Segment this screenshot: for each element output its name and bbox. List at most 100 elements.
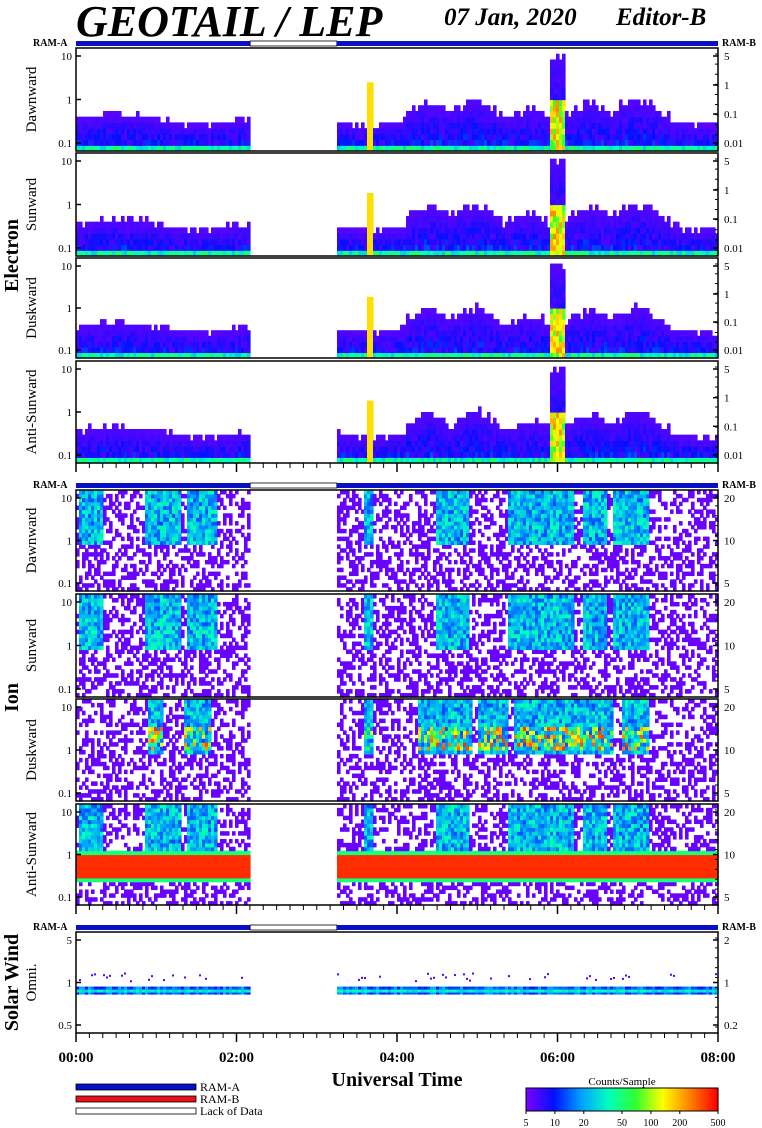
- spectrogram-cell: [217, 122, 221, 129]
- spectrogram-cell: [628, 139, 632, 146]
- spectrogram-cell: [370, 105, 374, 112]
- spectrogram-cell: [454, 128, 458, 135]
- spectrogram-cell: [169, 145, 173, 152]
- spectrogram-cell: [607, 122, 611, 129]
- spectrogram-cell: [559, 145, 563, 152]
- spectrogram-cell: [145, 122, 149, 129]
- spectrogram-cell: [544, 145, 548, 152]
- spectrogram-cell: [130, 116, 134, 123]
- spectrogram-cell: [178, 244, 182, 251]
- spectrogram-cell: [535, 110, 539, 118]
- spectrogram-cell: [91, 238, 95, 246]
- spectrogram-cell: [544, 139, 548, 146]
- spectrogram-cell: [565, 116, 569, 123]
- spectrogram-cell: [433, 139, 437, 146]
- spectrogram-cell: [673, 122, 677, 129]
- spectrogram-cell: [127, 221, 131, 228]
- spectrogram-cell: [484, 128, 488, 135]
- spectrogram-cell: [115, 116, 119, 123]
- spectrogram-cell: [457, 110, 461, 118]
- spectrogram-cell: [625, 145, 629, 152]
- spectrogram-cell: [157, 233, 161, 240]
- spectrogram-cell: [130, 215, 134, 223]
- spectrogram-cell: [79, 227, 83, 234]
- spectrogram-cell: [118, 238, 122, 246]
- spectrogram-cell: [121, 319, 125, 326]
- spectrogram-cell: [172, 139, 176, 146]
- spectrogram-cell: [211, 122, 215, 129]
- spectrogram-cell: [517, 110, 521, 118]
- spectrogram-cell: [247, 244, 251, 251]
- spectrogram-cell: [514, 145, 518, 152]
- spectrogram-cell: [118, 221, 122, 228]
- spectrogram-cell: [670, 133, 674, 141]
- spectrogram-cell: [439, 110, 443, 118]
- spectrogram-cell: [637, 105, 641, 112]
- spectrogram-cell: [157, 139, 161, 146]
- spectrogram-cell: [538, 122, 542, 129]
- spectrogram-cell: [562, 215, 566, 223]
- spectrogram-cell: [154, 145, 158, 152]
- spectrogram-cell: [454, 139, 458, 146]
- spectrogram-cell: [688, 227, 692, 234]
- spectrogram-cell: [538, 110, 542, 118]
- spectrogram-cell: [667, 116, 671, 123]
- spectrogram-cell: [175, 128, 179, 135]
- spectrogram-cell: [97, 221, 101, 228]
- spectrogram-cell: [589, 122, 593, 129]
- spectrogram-cell: [709, 139, 713, 146]
- spectrogram-cell: [367, 122, 371, 129]
- spectrogram-cell: [637, 139, 641, 146]
- spectrogram-cell: [157, 238, 161, 246]
- spectrogram-cell: [397, 133, 401, 141]
- spectrogram-cell: [103, 128, 107, 135]
- spectrogram-cell: [106, 122, 110, 129]
- spectrogram-cell: [121, 139, 125, 146]
- spectrogram-cell: [475, 204, 479, 211]
- spectrogram-cell: [115, 250, 119, 257]
- spectrogram-cell: [79, 116, 83, 123]
- spectrogram-cell: [91, 133, 95, 141]
- spectrogram-cell: [556, 116, 560, 123]
- spectrogram-cell: [592, 308, 596, 315]
- spectrogram-cell: [406, 110, 410, 118]
- spectrogram-cell: [106, 145, 110, 152]
- spectrogram-cell: [640, 128, 644, 135]
- spectrogram-cell: [619, 139, 623, 146]
- spectrogram-cell: [646, 139, 650, 146]
- spectrogram-cell: [517, 122, 521, 129]
- spectrogram-cell: [133, 116, 137, 123]
- spectrogram-cell: [424, 122, 428, 129]
- spectrogram-cell: [493, 110, 497, 118]
- spectrogram-cell: [640, 133, 644, 141]
- spectrogram-cell: [82, 133, 86, 141]
- spectrogram-cell: [97, 250, 101, 257]
- spectrogram-cell: [451, 210, 455, 217]
- spectrogram-cell: [337, 139, 341, 146]
- spectrogram-cell: [580, 128, 584, 135]
- spectrogram-cell: [244, 139, 248, 146]
- spectrogram-cell: [595, 128, 599, 135]
- spectrogram-cell: [451, 116, 455, 123]
- spectrogram-cell: [76, 145, 80, 152]
- spectrogram-cell: [580, 122, 584, 129]
- spectrogram-cell: [409, 122, 413, 129]
- spectrogram-cell: [616, 139, 620, 146]
- spectrogram-cell: [559, 88, 563, 95]
- spectrogram-cell: [580, 110, 584, 118]
- spectrogram-cell: [370, 412, 374, 419]
- spectrogram-cell: [103, 238, 107, 246]
- spectrogram-cell: [181, 122, 185, 129]
- spectrogram-cell: [136, 139, 140, 146]
- spectrogram-cell: [562, 70, 566, 78]
- spectrogram-cell: [598, 133, 602, 141]
- spectrogram-cell: [421, 116, 425, 123]
- spectrogram-cell: [370, 198, 374, 206]
- spectrogram-cell: [622, 139, 626, 146]
- spectrogram-cell: [664, 128, 668, 135]
- spectrogram-cell: [625, 105, 629, 112]
- spectrogram-cell: [370, 193, 374, 200]
- spectrogram-cell: [586, 122, 590, 129]
- spectrogram-cell: [340, 128, 344, 135]
- spectrogram-cell: [442, 116, 446, 123]
